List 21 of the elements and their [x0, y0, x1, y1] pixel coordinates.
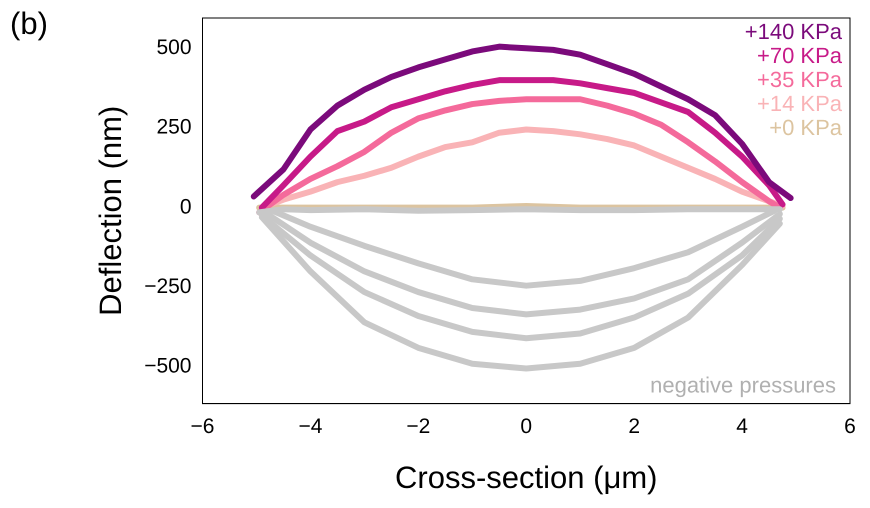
x-axis-title: Cross-section (μm) — [395, 460, 658, 495]
y-axis-title: Deflection (nm) — [93, 106, 128, 316]
text: +0 KPa — [769, 115, 843, 140]
annotation: negative pressures — [650, 372, 836, 398]
text: +14 KPa — [756, 91, 843, 116]
y-tick-label: 0 — [180, 195, 192, 218]
text: +70 KPa — [756, 43, 843, 68]
x-tick-label: 2 — [628, 414, 640, 438]
x-tick-label: −4 — [298, 414, 323, 438]
y-tick-label: −500 — [144, 354, 192, 378]
y-tick-label: 500 — [156, 36, 192, 60]
x-tick-label: −2 — [406, 414, 430, 438]
y-tick-label: −250 — [144, 275, 192, 298]
x-tick-label: −6 — [190, 414, 214, 438]
text: +140 KPa — [744, 19, 843, 44]
y-tick-label: 250 — [156, 116, 192, 139]
x-tick-label: 0 — [520, 414, 532, 438]
x-tick-label: 6 — [844, 414, 856, 438]
x-tick-label: 4 — [736, 414, 748, 438]
chart-title: (b) — [10, 6, 48, 42]
text: +35 KPa — [756, 67, 843, 92]
